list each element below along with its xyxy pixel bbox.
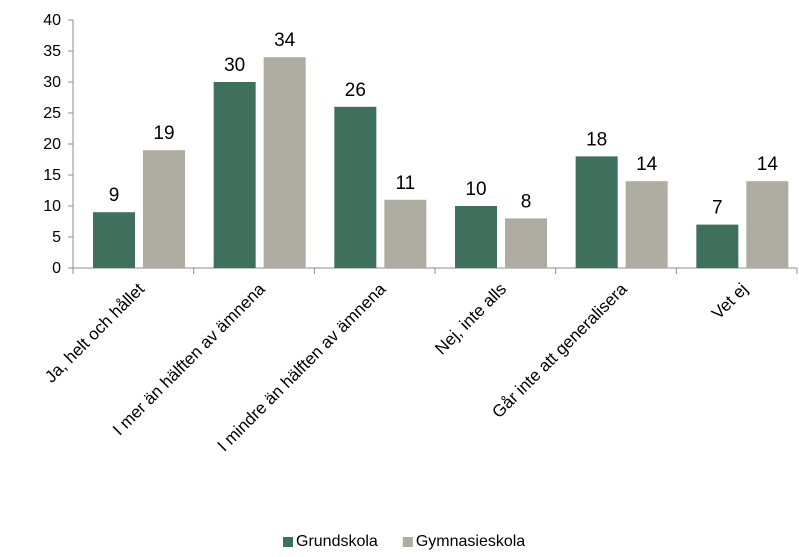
legend-label-grundskola: Grundskola xyxy=(296,533,378,550)
y-tick-label: 5 xyxy=(52,229,61,246)
y-tick-label: 40 xyxy=(43,12,61,29)
chart-axes xyxy=(68,19,798,274)
x-tick-label: Ja, helt och hållet xyxy=(41,279,148,386)
data-label: 14 xyxy=(636,154,658,175)
bar-gymnasieskola xyxy=(384,199,427,268)
bar-gymnasieskola xyxy=(505,218,547,268)
y-tick-label: 0 xyxy=(52,260,61,277)
data-label: 26 xyxy=(345,80,366,101)
bar-gymnasieskola xyxy=(625,181,668,268)
data-label: 19 xyxy=(153,123,174,144)
data-label: 7 xyxy=(712,198,723,219)
bar-grundskola xyxy=(93,212,135,268)
x-tick-label: Går inte att generalisera xyxy=(488,279,631,422)
data-label: 10 xyxy=(465,179,486,200)
bar-gymnasieskola xyxy=(143,150,185,268)
y-tick-label: 35 xyxy=(43,43,61,60)
bar-grundskola xyxy=(334,106,377,268)
chart-bars xyxy=(93,57,789,269)
bar-gymnasieskola xyxy=(746,181,789,268)
data-label: 30 xyxy=(224,55,245,76)
bar-grundskola xyxy=(575,156,618,268)
data-label: 14 xyxy=(757,154,779,175)
legend-swatch-gymnasieskola xyxy=(402,537,413,547)
y-tick-label: 30 xyxy=(43,74,61,91)
data-label: 11 xyxy=(395,173,415,194)
x-tick-label: Nej, inte alls xyxy=(431,279,510,358)
bar-gymnasieskola xyxy=(263,57,306,269)
data-label: 9 xyxy=(109,185,120,206)
bar-grundskola xyxy=(455,206,497,268)
data-label: 18 xyxy=(586,129,607,150)
legend-label-gymnasieskola: Gymnasieskola xyxy=(416,533,525,550)
data-label: 34 xyxy=(274,30,296,51)
y-axis-tick-labels: 0 5 10 15 20 25 30 35 40 xyxy=(43,12,61,277)
chart-data-labels: 9 30 26 10 18 7 19 34 11 8 14 14 xyxy=(109,30,779,218)
chart-legend: Grundskola Gymnasieskola xyxy=(283,533,525,550)
y-tick-label: 10 xyxy=(43,198,61,215)
legend-swatch-grundskola xyxy=(283,537,293,547)
y-tick-label: 20 xyxy=(43,136,61,153)
y-tick-label: 15 xyxy=(43,167,61,184)
y-tick-label: 25 xyxy=(43,105,61,122)
bar-grundskola xyxy=(213,82,256,268)
bar-grundskola xyxy=(696,224,739,268)
x-tick-label: Vet ej xyxy=(708,279,752,323)
data-label: 8 xyxy=(521,191,532,212)
